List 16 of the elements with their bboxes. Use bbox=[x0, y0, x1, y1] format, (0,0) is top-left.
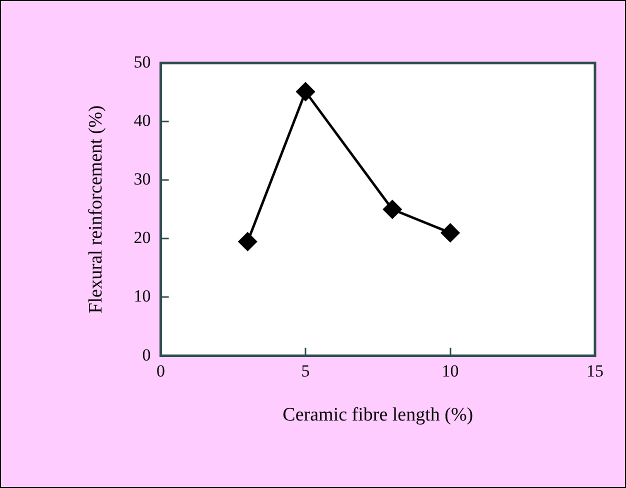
y-tick-label: 50 bbox=[134, 52, 151, 72]
point bbox=[238, 232, 257, 251]
y-tick-label: 20 bbox=[134, 228, 151, 248]
y-tick-label: 40 bbox=[134, 111, 151, 130]
point bbox=[296, 82, 315, 101]
point bbox=[383, 200, 402, 219]
y-tick-label: 30 bbox=[134, 170, 151, 189]
x-tick-label: 15 bbox=[586, 361, 604, 380]
x-tick-label: 0 bbox=[156, 361, 166, 380]
x-tick-label: 10 bbox=[442, 361, 459, 380]
y-tick-label: 10 bbox=[134, 286, 151, 306]
x-axis-title: Ceramic fibre length (%) bbox=[282, 404, 474, 426]
y-tick-label: 0 bbox=[142, 345, 151, 364]
x-tick-label: 5 bbox=[301, 361, 310, 380]
y-axis-title: Flexural reinforcement (%) bbox=[85, 105, 106, 314]
point bbox=[441, 224, 460, 242]
